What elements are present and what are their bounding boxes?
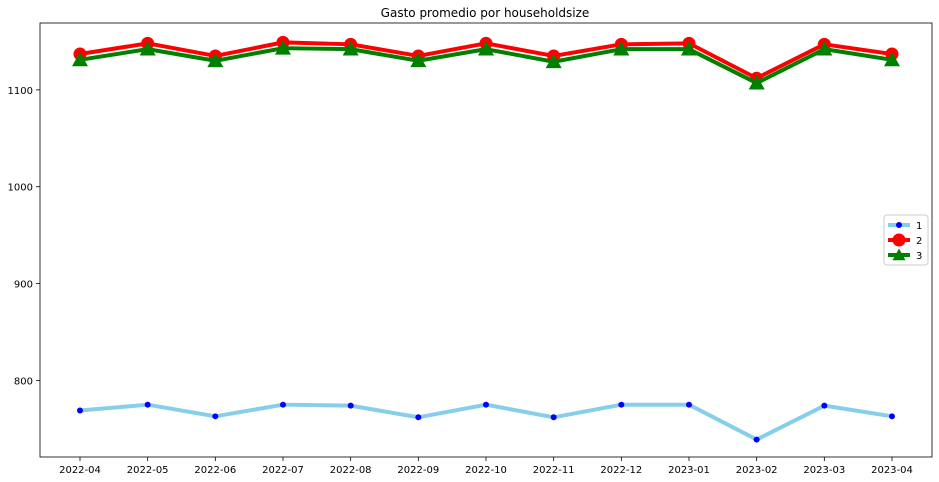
- x-tick-label: 2022-05: [127, 465, 169, 476]
- series-3-point: [681, 41, 697, 56]
- series-1-point: [77, 407, 83, 414]
- plot-area: [39, 22, 933, 458]
- legend-item-3: 3: [888, 248, 922, 262]
- series-1-point: [483, 401, 489, 408]
- series-3-point: [748, 75, 765, 90]
- series-3-point: [816, 41, 833, 56]
- x-tick-label: 2023-02: [736, 465, 778, 476]
- legend-label: 2: [916, 236, 922, 247]
- series-1-point: [889, 413, 895, 420]
- chart-title: Gasto promedio por householdsize: [381, 6, 590, 20]
- series-3: [72, 40, 900, 90]
- series-1-point: [618, 401, 625, 408]
- x-tick-label: 2022-06: [194, 465, 236, 476]
- legend-item-2: 2: [888, 233, 922, 247]
- series-1-point: [144, 401, 151, 408]
- series-1-point: [347, 402, 354, 409]
- series-3-point: [275, 40, 291, 55]
- legend: 1 2 3: [883, 214, 929, 266]
- legend-marker: [896, 222, 902, 228]
- y-tick-label: 1100: [8, 86, 33, 97]
- series-1-point: [280, 401, 286, 408]
- series-3-point: [884, 51, 900, 67]
- y-axis: 800 900 1000 1100: [8, 86, 40, 387]
- y-tick-label: 800: [14, 376, 33, 387]
- series-3-point: [478, 41, 494, 56]
- legend-marker: [892, 248, 906, 261]
- y-tick-label: 900: [14, 280, 33, 291]
- series-1-line: [79, 402, 893, 442]
- series-3-point: [139, 41, 156, 56]
- series-1: [77, 401, 895, 443]
- series-3-point: [207, 52, 224, 68]
- series-layer: [72, 35, 900, 443]
- series-3-point: [410, 52, 427, 68]
- legend-label: 3: [916, 251, 922, 262]
- x-tick-label: 2022-10: [465, 465, 507, 476]
- series-3-point: [613, 41, 630, 56]
- series-1-point: [212, 413, 219, 420]
- series-1-point: [686, 401, 692, 408]
- x-tick-label: 2022-08: [330, 465, 372, 476]
- legend-item-1: 1: [888, 221, 922, 232]
- x-tick-label: 2022-09: [397, 465, 439, 476]
- x-tick-label: 2022-07: [262, 465, 304, 476]
- y-tick-label: 1000: [8, 183, 33, 194]
- series-1-point: [550, 414, 557, 421]
- legend-marker: [892, 233, 906, 247]
- x-tick-label: 2022-11: [533, 465, 575, 476]
- x-tick-label: 2023-01: [668, 465, 710, 476]
- series-1-point: [821, 402, 828, 409]
- x-axis: 2022-04 2022-05 2022-06 2022-07 2022-08 2022-…: [59, 457, 913, 476]
- series-3-point: [72, 51, 88, 67]
- series-3-point: [342, 41, 359, 56]
- x-tick-label: 2023-03: [803, 465, 845, 476]
- series-1-point: [415, 414, 422, 421]
- legend-label: 1: [916, 221, 922, 232]
- series-1-point: [753, 436, 760, 443]
- x-tick-label: 2022-12: [600, 465, 642, 476]
- series-3-point: [545, 53, 562, 69]
- x-tick-label: 2023-04: [871, 465, 913, 476]
- x-tick-label: 2022-04: [59, 465, 101, 476]
